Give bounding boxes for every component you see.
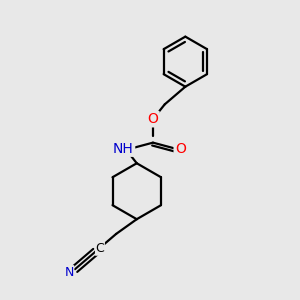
Text: O: O	[148, 112, 158, 126]
Text: N: N	[64, 266, 74, 279]
Text: O: O	[175, 142, 186, 155]
Text: NH: NH	[113, 142, 134, 155]
Text: C: C	[96, 242, 104, 255]
